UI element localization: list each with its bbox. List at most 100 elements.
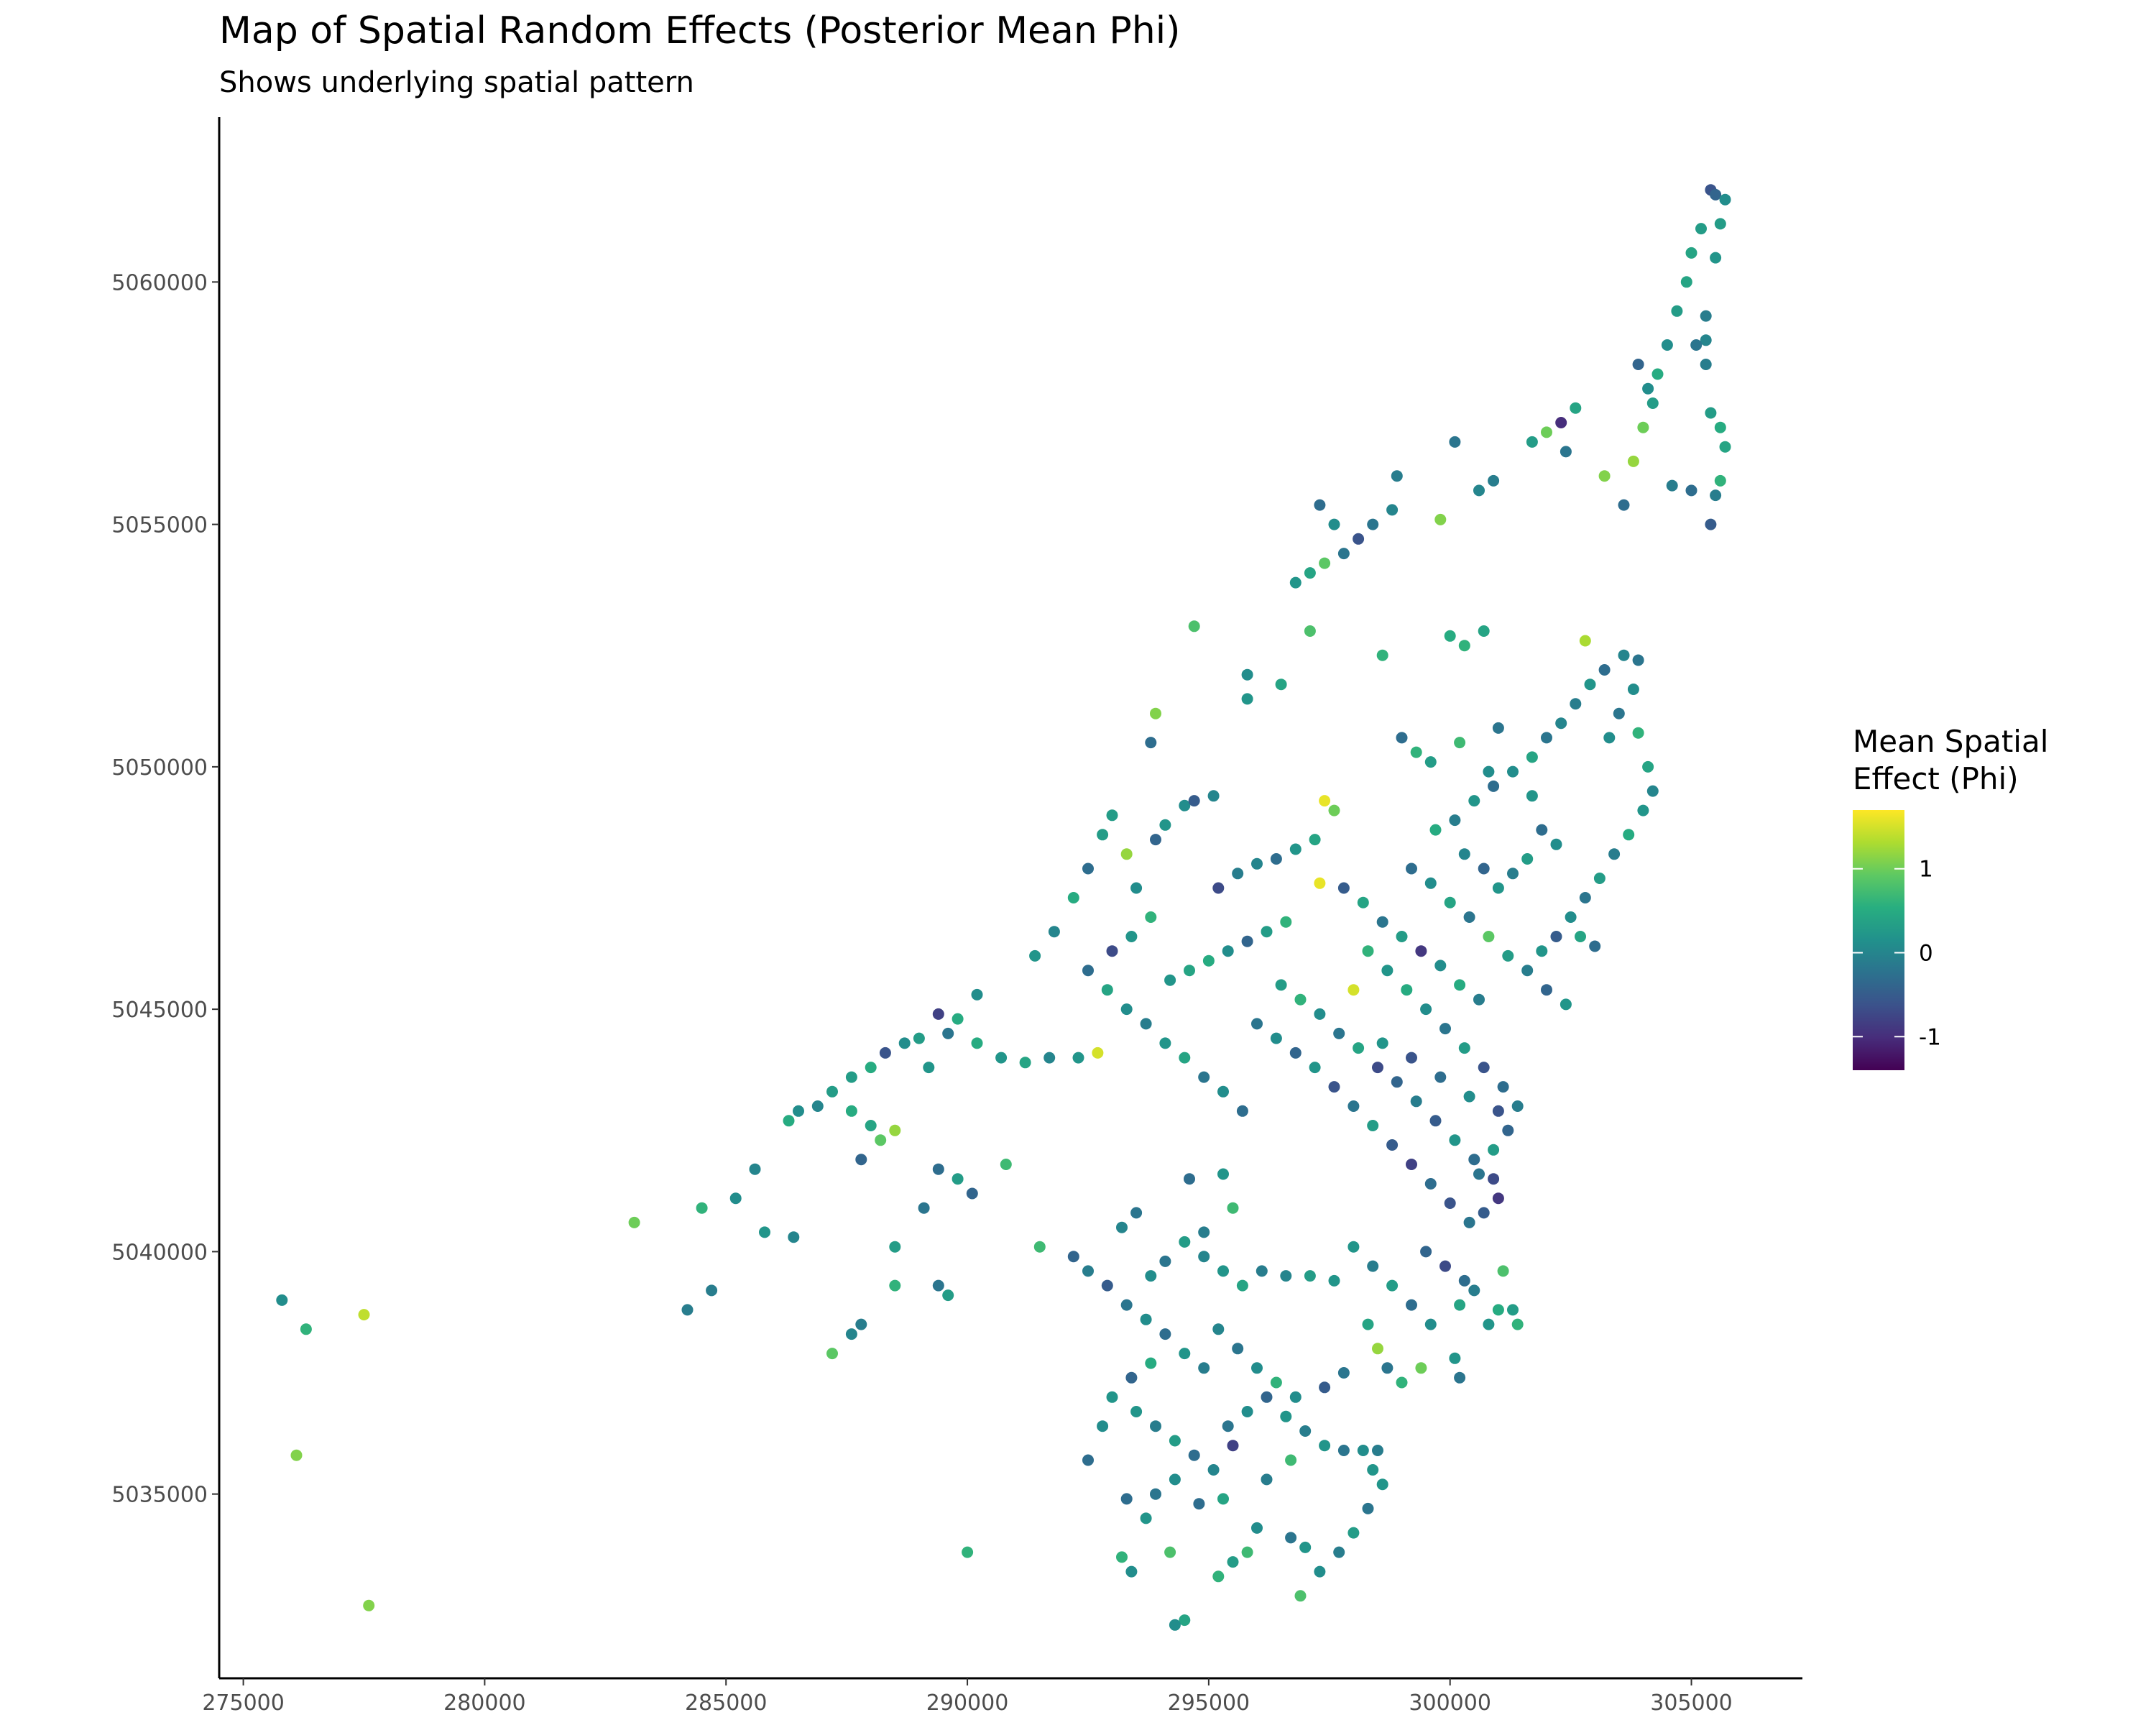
scatter-point [1429, 824, 1442, 836]
scatter-point [1082, 1265, 1094, 1277]
scatter-point [1458, 1042, 1470, 1054]
scatter-point [1410, 746, 1422, 758]
scatter-point [1700, 334, 1712, 346]
scatter-point [1521, 965, 1534, 977]
scatter-point [889, 1124, 901, 1136]
scatter-point [1328, 518, 1340, 530]
scatter-point [1710, 489, 1722, 502]
scatter-point [1357, 1445, 1369, 1456]
scatter-point [681, 1304, 694, 1316]
scatter-point [1458, 640, 1470, 652]
scatter-point [1468, 1284, 1480, 1297]
scatter-point [889, 1241, 901, 1253]
scatter-point [1550, 931, 1562, 942]
scatter-point [1492, 1192, 1504, 1205]
scatter-point [1217, 1265, 1229, 1277]
scatter-point [1560, 446, 1572, 458]
scatter-point [1280, 916, 1292, 928]
scatter-point [1101, 1279, 1113, 1292]
scatter-point [1714, 218, 1726, 230]
scatter-point [1314, 499, 1326, 511]
scatter-point [942, 1027, 954, 1039]
scatter-point [1198, 1251, 1210, 1263]
scatter-point [1695, 223, 1707, 235]
y-tick-label: 5050000 [111, 755, 208, 781]
scatter-point [913, 1032, 925, 1044]
scatter-point [1710, 252, 1722, 264]
scatter-point [1169, 1473, 1181, 1486]
scatter-point [1314, 1008, 1326, 1020]
scatter-point [1454, 1299, 1466, 1311]
scatter-point [1468, 1154, 1480, 1166]
scatter-point [1179, 1052, 1191, 1064]
scatter-point [1680, 276, 1692, 288]
scatter-point [1275, 678, 1287, 691]
scatter-point [1507, 765, 1519, 778]
scatter-point [1386, 1279, 1399, 1292]
scatter-point [1565, 911, 1577, 923]
scatter-point [1502, 949, 1514, 962]
scatter-point [1319, 1381, 1331, 1394]
scatter-point [1130, 1406, 1143, 1417]
scatter-point [1685, 484, 1697, 497]
scatter-point [783, 1115, 795, 1127]
scatter-point [942, 1289, 954, 1302]
scatter-point [1618, 499, 1630, 511]
scatter-point [1434, 513, 1447, 525]
scatter-point [1333, 1546, 1345, 1558]
scatter-point [1328, 1081, 1340, 1093]
scatter-point [1241, 935, 1253, 947]
scatter-point [1314, 877, 1326, 889]
scatter-point [1159, 1328, 1171, 1340]
scatter-point [1444, 630, 1456, 642]
scatter-point [1401, 984, 1413, 996]
plot-area: 275000 280000 285000 290000 295000 300000 3050… [111, 117, 1802, 1716]
scatter-point [1372, 1062, 1383, 1074]
scatter-point [1570, 402, 1582, 414]
scatter-point [1376, 1478, 1388, 1491]
scatter-point [1632, 727, 1644, 739]
scatter-point [1541, 984, 1552, 996]
scatter-point [898, 1037, 911, 1049]
scatter-point [1082, 965, 1094, 977]
scatter-point [1478, 862, 1490, 875]
scatter-point [1145, 1357, 1157, 1369]
scatter-point [1270, 1032, 1282, 1044]
scatter-point [1651, 368, 1664, 380]
scatter-point [1232, 1343, 1244, 1355]
scatter-point [1029, 949, 1041, 962]
scatter-point [1125, 931, 1138, 942]
scatter-point [1150, 834, 1161, 846]
scatter-point [1217, 1168, 1229, 1180]
scatter-point [826, 1085, 838, 1098]
scatter-point [1294, 1590, 1307, 1602]
scatter-point [1184, 965, 1195, 977]
scatter-point [1289, 843, 1302, 855]
scatter-point [1579, 892, 1591, 903]
scatter-point [1434, 960, 1447, 972]
scatter-point [276, 1294, 288, 1306]
scatter-point [1353, 533, 1365, 545]
scatter-point [706, 1284, 718, 1297]
scatter-point [1179, 1236, 1191, 1248]
scatter-point [1570, 698, 1582, 710]
scatter-point [1212, 1323, 1225, 1335]
scatter-point [1511, 1318, 1524, 1330]
scatter-point [971, 1037, 983, 1049]
scatter-point [1120, 1003, 1133, 1016]
scatter-point [1120, 1493, 1133, 1505]
scatter-point [696, 1202, 708, 1214]
scatter-point [1101, 984, 1113, 996]
scatter-point [1560, 998, 1572, 1011]
scatter-point [962, 1546, 974, 1558]
scatter-point [1714, 421, 1726, 433]
scatter-point [1381, 1362, 1393, 1374]
scatter-point [1661, 339, 1673, 351]
scatter-point [788, 1231, 800, 1243]
scatter-point [1304, 625, 1316, 637]
scatter-point [1304, 567, 1316, 579]
scatter-point [1261, 1473, 1273, 1486]
scatter-point [1420, 1246, 1432, 1258]
scatter-point [1666, 479, 1678, 492]
scatter-point [1125, 1565, 1138, 1578]
